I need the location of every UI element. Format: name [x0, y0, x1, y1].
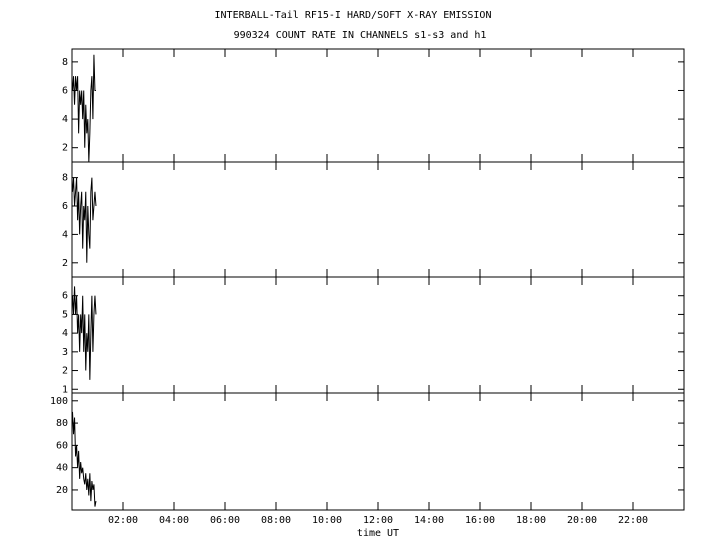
y-tick-label: 6 [62, 201, 68, 212]
y-tick-label: 80 [56, 418, 68, 429]
x-tick-label: 06:00 [210, 515, 240, 526]
y-tick-label: 4 [62, 229, 68, 240]
y-tick-label: 8 [62, 57, 68, 68]
data-line [72, 411, 97, 507]
x-tick-label: 16:00 [465, 515, 495, 526]
y-tick-label: 2 [62, 366, 68, 377]
y-tick-label: 6 [62, 291, 68, 302]
y-tick-label: 5 [62, 309, 68, 320]
y-tick-label: 8 [62, 173, 68, 184]
x-tick-label: 08:00 [261, 515, 291, 526]
x-tick-label: 10:00 [312, 515, 342, 526]
y-tick-label: 20 [56, 485, 68, 496]
y-tick-label: 3 [62, 347, 68, 358]
y-tick-label: 4 [62, 114, 68, 125]
chart-title: INTERBALL-Tail RF15-I HARD/SOFT X-RAY EM… [215, 10, 492, 21]
y-tick-label: 1 [62, 384, 68, 395]
y-tick-label: 2 [62, 258, 68, 269]
x-tick-label: 02:00 [108, 515, 138, 526]
x-tick-label: 12:00 [363, 515, 393, 526]
chart-subtitle: 990324 COUNT RATE IN CHANNELS s1-s3 and … [234, 30, 487, 41]
y-tick-label: 4 [62, 328, 68, 339]
x-tick-label: 22:00 [618, 515, 648, 526]
data-line [72, 177, 97, 263]
data-line [72, 286, 97, 380]
y-tick-label: 100 [50, 396, 68, 407]
y-tick-label: 60 [56, 440, 68, 451]
y-tick-label: 2 [62, 143, 68, 154]
x-tick-label: 14:00 [414, 515, 444, 526]
x-axis-label: time UT [357, 528, 399, 539]
x-tick-label: 20:00 [567, 515, 597, 526]
x-tick-label: 04:00 [159, 515, 189, 526]
data-line [72, 54, 96, 163]
x-tick-label: 18:00 [516, 515, 546, 526]
y-tick-label: 6 [62, 85, 68, 96]
y-tick-label: 40 [56, 463, 68, 474]
